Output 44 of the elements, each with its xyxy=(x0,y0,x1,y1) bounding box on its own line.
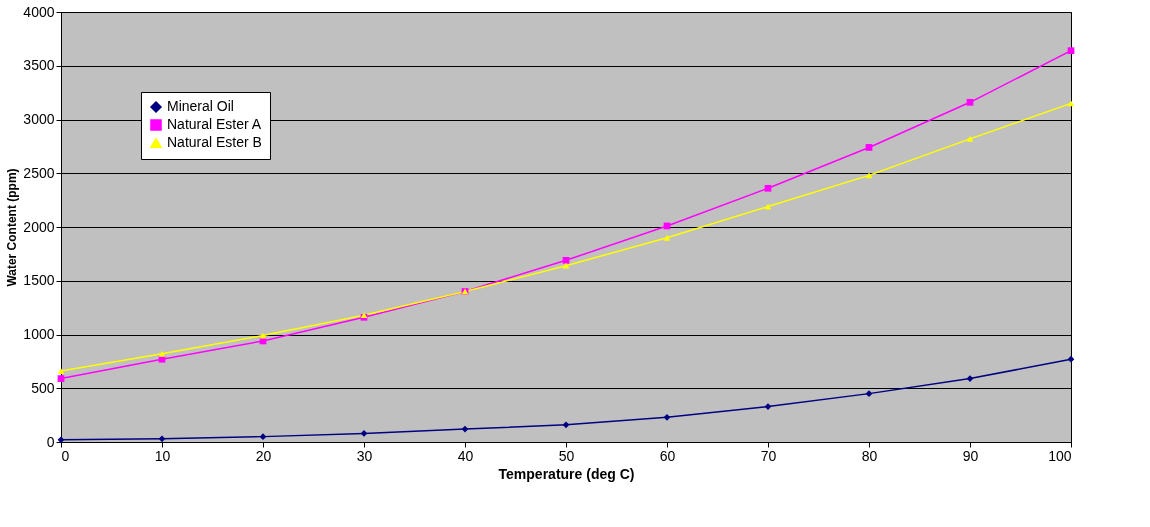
x-tick-label: 30 xyxy=(356,447,373,464)
y-tick-label: 3000 xyxy=(23,111,55,127)
x-tick-label: 10 xyxy=(154,447,171,464)
x-tick-label: 100 xyxy=(1048,447,1072,464)
x-tick-label: 40 xyxy=(457,447,474,464)
point xyxy=(966,135,974,142)
point xyxy=(562,262,570,269)
y-tick-label: 4000 xyxy=(23,3,55,20)
point xyxy=(57,375,65,382)
y-axis-title: Water Content (ppm) xyxy=(5,168,20,287)
point xyxy=(562,421,570,429)
point xyxy=(1067,47,1075,55)
y-tick-label: 2500 xyxy=(23,164,55,181)
point xyxy=(461,425,469,433)
x-tick-label: 80 xyxy=(861,447,878,464)
legend-label: Mineral Oil xyxy=(167,98,234,114)
y-tick-label: 1500 xyxy=(23,272,55,289)
point xyxy=(865,144,873,151)
point xyxy=(158,350,166,357)
x-tick-label: 0 xyxy=(61,447,70,464)
point xyxy=(562,256,570,264)
point xyxy=(158,435,166,443)
y-tick-label: 2000 xyxy=(23,218,55,235)
point xyxy=(1067,355,1075,363)
x-tick-label: 60 xyxy=(659,447,676,464)
y-tick-label: 500 xyxy=(31,379,55,396)
point xyxy=(1067,100,1075,107)
legend-label: Natural Ester B xyxy=(167,134,262,150)
x-tick-label: 70 xyxy=(760,447,777,464)
point xyxy=(57,368,65,374)
point xyxy=(663,234,671,241)
x-axis-title: Temperature (deg C) xyxy=(498,465,635,482)
point xyxy=(764,184,772,192)
y-tick-label: 3500 xyxy=(23,57,55,74)
y-tick-label: 0 xyxy=(46,433,55,450)
x-tick-label: 90 xyxy=(962,447,979,464)
x-tick-label: 20 xyxy=(255,447,272,464)
point xyxy=(57,436,65,444)
legend-label: Natural Ester A xyxy=(167,116,262,132)
y-tick-label: 1000 xyxy=(23,326,55,342)
point xyxy=(663,413,671,421)
point xyxy=(966,98,974,106)
point xyxy=(865,172,873,179)
x-tick-label: 50 xyxy=(558,447,575,464)
